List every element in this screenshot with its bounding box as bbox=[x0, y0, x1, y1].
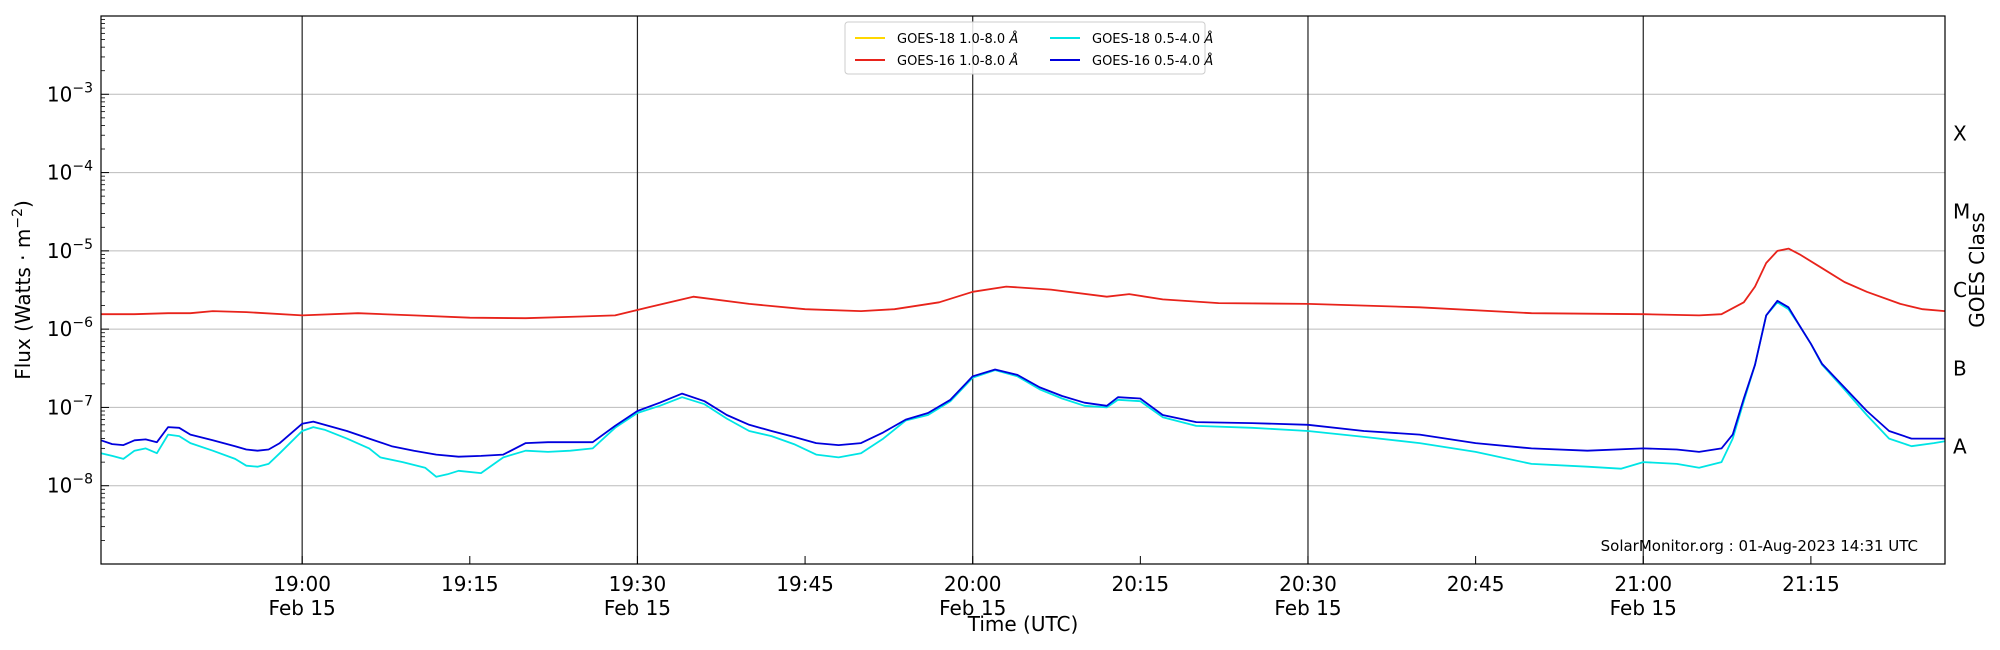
x-axis-title: Time (UTC) bbox=[967, 612, 1079, 636]
y-tick-base: 10 bbox=[47, 239, 72, 263]
legend-series-name: GOES-18 0.5-4.0 bbox=[1092, 32, 1204, 47]
y-axis-title: Flux (Watts · m−2) bbox=[10, 200, 35, 380]
x-tick-label: 21:15 bbox=[1782, 572, 1840, 596]
y-tick-exponent: −6 bbox=[72, 315, 93, 331]
y-tick-exponent: −3 bbox=[72, 80, 93, 96]
goes-class-label: M bbox=[1953, 200, 1970, 224]
series-line bbox=[100, 301, 1946, 478]
grid-layer bbox=[101, 93, 1945, 487]
x-tick-label: 20:30 bbox=[1279, 572, 1337, 596]
legend-unit: Å bbox=[1203, 31, 1213, 47]
y-tick-label: 10−8 bbox=[47, 472, 93, 498]
x-tick-label: 19:30 bbox=[609, 572, 667, 596]
series-line bbox=[101, 247, 1946, 320]
x-tick-label: 19:45 bbox=[776, 572, 834, 596]
y-tick-label: 10−6 bbox=[47, 315, 93, 341]
legend-series-name: GOES-16 1.0-8.0 bbox=[897, 54, 1009, 69]
plot-frame bbox=[100, 15, 1946, 565]
legend-unit: Å bbox=[1008, 53, 1018, 69]
goes-class-label: X bbox=[1953, 121, 1967, 145]
y-tick-exponent: −8 bbox=[72, 472, 93, 488]
series-line bbox=[100, 299, 1945, 458]
y-tick-base: 10 bbox=[47, 395, 72, 419]
y-tick-exponent: −5 bbox=[72, 237, 93, 253]
legend-label: GOES-16 0.5-4.0 Å bbox=[1092, 53, 1213, 69]
goes-class-label: C bbox=[1953, 278, 1967, 302]
y-tick-label: 10−4 bbox=[47, 159, 93, 185]
goes-class-label: B bbox=[1953, 356, 1967, 380]
y-tick-label: 10−7 bbox=[47, 393, 93, 419]
x-tick-label: 20:15 bbox=[1112, 572, 1170, 596]
legend-series-name: GOES-18 1.0-8.0 bbox=[897, 32, 1009, 47]
legend-label: GOES-18 1.0-8.0 Å bbox=[897, 31, 1018, 47]
x-tick-label: 19:00 bbox=[273, 572, 331, 596]
x-tick-label: 19:15 bbox=[441, 572, 499, 596]
y-axis-title-tail: ) bbox=[11, 200, 35, 208]
legend: GOES-18 1.0-8.0 Å GOES-18 0.5-4.0 ÅGOES-1… bbox=[844, 21, 1213, 75]
legend-label: GOES-16 1.0-8.0 Å bbox=[897, 53, 1018, 69]
legend-unit: Å bbox=[1203, 53, 1213, 69]
y-tick-base: 10 bbox=[47, 82, 72, 106]
y-tick-exponent: −4 bbox=[72, 159, 93, 175]
watermark-text: SolarMonitor.org : 01-Aug-2023 14:31 UTC bbox=[1601, 537, 1918, 555]
legend-series-name: GOES-16 0.5-4.0 bbox=[1092, 54, 1204, 69]
y-tick-base: 10 bbox=[47, 317, 72, 341]
legend-box bbox=[844, 21, 1206, 75]
y-tick-label: 10−5 bbox=[47, 237, 93, 263]
y-tick-exponent: −7 bbox=[72, 393, 93, 409]
legend-unit: Å bbox=[1008, 31, 1018, 47]
time-markers bbox=[301, 16, 1644, 564]
x-tick-date: Feb 15 bbox=[1274, 596, 1341, 620]
y-axis-title-sup: −2 bbox=[10, 208, 26, 229]
legend-label: GOES-18 0.5-4.0 Å bbox=[1092, 31, 1213, 47]
series-layer bbox=[100, 247, 1946, 478]
x-tick-label: 21:00 bbox=[1614, 572, 1672, 596]
x-tick-date: Feb 15 bbox=[269, 596, 336, 620]
y-tick-label: 10−3 bbox=[47, 80, 93, 106]
x-tick-date: Feb 15 bbox=[1610, 596, 1677, 620]
x-tick-label: 20:00 bbox=[944, 572, 1002, 596]
goes-class-axis-title: GOES Class bbox=[1965, 212, 1989, 328]
y-tick-base: 10 bbox=[47, 161, 72, 185]
x-tick-date: Feb 15 bbox=[604, 596, 671, 620]
y-tick-base: 10 bbox=[47, 474, 72, 498]
goes-class-label: A bbox=[1953, 435, 1967, 459]
y-axis-title-main: Flux (Watts · m bbox=[11, 229, 35, 380]
x-tick-date: Feb 15 bbox=[939, 596, 1006, 620]
x-tick-label: 20:45 bbox=[1447, 572, 1505, 596]
